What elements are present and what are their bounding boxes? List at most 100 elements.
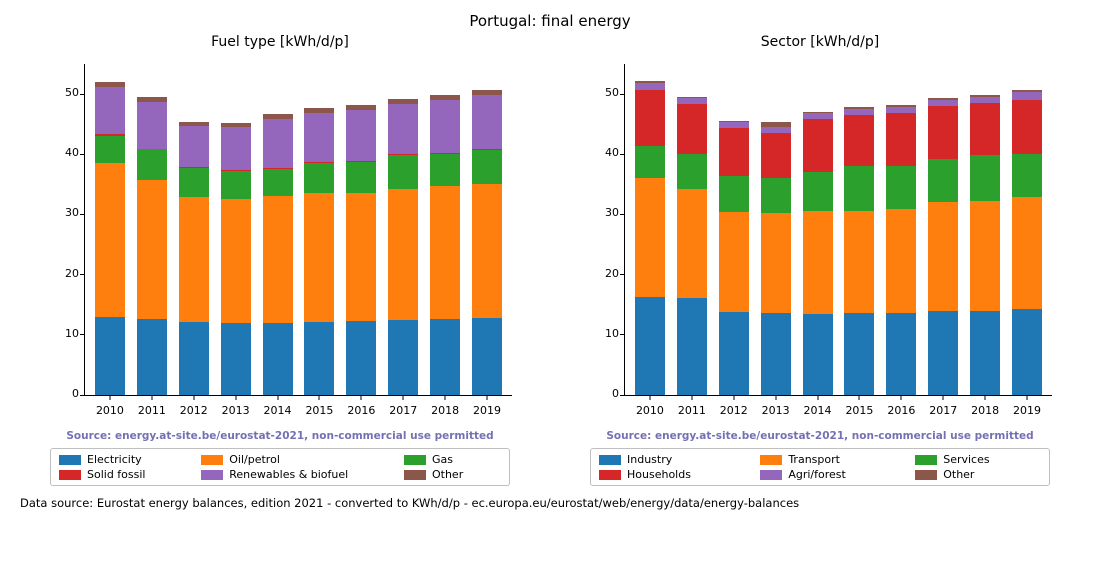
bar-segment bbox=[388, 155, 418, 189]
legend-item: Industry bbox=[599, 453, 742, 466]
legend-item: Agri/forest bbox=[760, 468, 897, 481]
x-tick-label: 2017 bbox=[383, 404, 423, 417]
x-tick-label: 2019 bbox=[1007, 404, 1047, 417]
legend-item: Renewables & biofuel bbox=[201, 468, 386, 481]
bar-segment bbox=[635, 146, 665, 178]
legend-label: Industry bbox=[627, 453, 672, 466]
bar-segment bbox=[304, 322, 334, 395]
bar-segment bbox=[886, 113, 916, 165]
right-legend: Industry Transport Services Households Agri/… bbox=[590, 448, 1050, 486]
y-tick-label: 0 bbox=[53, 387, 79, 400]
bar-segment bbox=[719, 312, 749, 395]
y-tick-mark bbox=[80, 94, 85, 95]
bar-segment bbox=[761, 133, 791, 178]
x-tick-label: 2019 bbox=[467, 404, 507, 417]
bar-segment bbox=[886, 166, 916, 209]
bar-segment bbox=[221, 127, 251, 170]
right-source-watermark: Source: energy.at-site.be/eurostat-2021,… bbox=[606, 430, 1033, 442]
bar-segment bbox=[635, 90, 665, 146]
bar-segment bbox=[137, 180, 167, 320]
bar-segment bbox=[346, 162, 376, 193]
legend-swatch bbox=[201, 455, 223, 465]
legend-label: Agri/forest bbox=[788, 468, 846, 481]
bar-segment bbox=[677, 154, 707, 188]
bar-segment bbox=[388, 189, 418, 320]
left-source-watermark: Source: energy.at-site.be/eurostat-2021,… bbox=[66, 430, 493, 442]
y-tick-mark bbox=[620, 214, 625, 215]
legend-item: Households bbox=[599, 468, 742, 481]
x-tick-mark bbox=[193, 395, 194, 400]
bar-segment bbox=[761, 213, 791, 313]
left-legend: ElectricityOil/petrolGasSolid fossilRene… bbox=[50, 448, 510, 486]
bar-segment bbox=[719, 128, 749, 176]
y-tick-mark bbox=[620, 154, 625, 155]
bar-column bbox=[801, 112, 835, 395]
legend-swatch bbox=[599, 470, 621, 480]
bar-segment bbox=[761, 313, 791, 395]
legend-item: Services bbox=[915, 453, 1041, 466]
bar-segment bbox=[719, 176, 749, 212]
bar-segment bbox=[221, 199, 251, 323]
bar-segment bbox=[304, 113, 334, 163]
x-tick-label: 2014 bbox=[258, 404, 298, 417]
bar-column bbox=[968, 95, 1002, 395]
bar-column bbox=[633, 81, 667, 395]
x-tick-mark bbox=[649, 395, 650, 400]
x-tick-label: 2011 bbox=[132, 404, 172, 417]
legend-swatch bbox=[404, 455, 426, 465]
legend-swatch bbox=[59, 470, 81, 480]
bar-segment bbox=[430, 154, 460, 186]
bar-segment bbox=[635, 297, 665, 395]
bar-segment bbox=[95, 136, 125, 164]
legend-item: Other bbox=[404, 468, 501, 481]
x-tick-mark bbox=[943, 395, 944, 400]
legend-item: Gas bbox=[404, 453, 501, 466]
bar-segment bbox=[137, 102, 167, 148]
x-tick-mark bbox=[733, 395, 734, 400]
x-tick-mark bbox=[775, 395, 776, 400]
bar-segment bbox=[844, 313, 874, 395]
y-tick-label: 50 bbox=[593, 86, 619, 99]
legend-swatch bbox=[915, 455, 937, 465]
bar-segment bbox=[1012, 309, 1042, 395]
bar-segment bbox=[95, 317, 125, 395]
x-tick-mark bbox=[859, 395, 860, 400]
bar-segment bbox=[761, 178, 791, 213]
left-axes: 0102030405020102011201220132014201520162… bbox=[84, 64, 512, 396]
bar-segment bbox=[803, 211, 833, 313]
x-tick-mark bbox=[403, 395, 404, 400]
bar-segment bbox=[472, 95, 502, 149]
bar-segment bbox=[472, 150, 502, 184]
bar-segment bbox=[179, 322, 209, 395]
bar-segment bbox=[1012, 154, 1042, 197]
y-tick-mark bbox=[80, 214, 85, 215]
bar-segment bbox=[970, 155, 1000, 201]
y-tick-label: 50 bbox=[53, 86, 79, 99]
x-tick-label: 2010 bbox=[630, 404, 670, 417]
panels-row: Fuel type [kWh/d/p] 01020304050201020112… bbox=[0, 30, 1100, 486]
legend-label: Other bbox=[943, 468, 974, 481]
bar-column bbox=[1010, 90, 1044, 395]
right-bars bbox=[625, 64, 1052, 395]
y-tick-label: 40 bbox=[593, 146, 619, 159]
bar-column bbox=[759, 122, 793, 395]
legend-item: Transport bbox=[760, 453, 897, 466]
legend-item: Other bbox=[915, 468, 1041, 481]
y-tick-label: 20 bbox=[593, 267, 619, 280]
bar-column bbox=[717, 121, 751, 395]
bar-segment bbox=[970, 201, 1000, 311]
bar-column bbox=[470, 90, 504, 395]
bar-segment bbox=[346, 321, 376, 395]
legend-label: Renewables & biofuel bbox=[229, 468, 348, 481]
x-tick-mark bbox=[235, 395, 236, 400]
bar-segment bbox=[472, 184, 502, 318]
bar-segment bbox=[263, 196, 293, 322]
bar-segment bbox=[928, 106, 958, 159]
bar-column bbox=[842, 107, 876, 395]
bar-segment bbox=[304, 193, 334, 321]
x-tick-mark bbox=[151, 395, 152, 400]
x-tick-label: 2013 bbox=[216, 404, 256, 417]
legend-swatch bbox=[760, 470, 782, 480]
bar-segment bbox=[221, 323, 251, 395]
bar-column bbox=[93, 82, 127, 396]
